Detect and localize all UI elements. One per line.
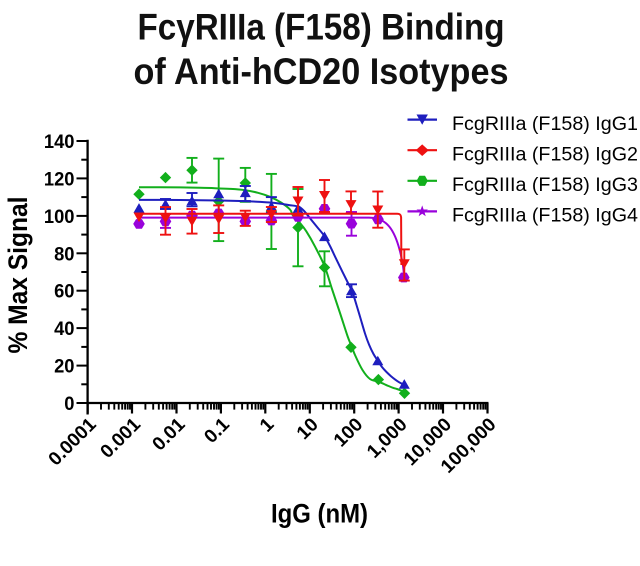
svg-text:0: 0 — [64, 393, 74, 415]
svg-text:20: 20 — [54, 356, 75, 378]
svg-text:FcgRIIIa (F158) IgG4: FcgRIIIa (F158) IgG4 — [452, 206, 638, 227]
svg-text:FcγRIIIa (F158) Binding: FcγRIIIa (F158) Binding — [138, 7, 505, 48]
svg-text:40: 40 — [54, 318, 75, 340]
svg-text:80: 80 — [54, 243, 75, 265]
svg-text:140: 140 — [44, 131, 75, 153]
svg-text:% Max Signal: % Max Signal — [3, 197, 33, 354]
svg-text:FcgRIIIa (F158) IgG1: FcgRIIIa (F158) IgG1 — [452, 114, 638, 135]
svg-text:FcgRIIIa (F158) IgG3: FcgRIIIa (F158) IgG3 — [452, 175, 638, 196]
svg-text:of Anti-hCD20 Isotypes: of Anti-hCD20 Isotypes — [134, 51, 509, 92]
svg-text:60: 60 — [54, 281, 75, 303]
svg-text:120: 120 — [44, 168, 75, 190]
svg-text:100: 100 — [44, 206, 75, 228]
svg-text:FcgRIIIa (F158) IgG2: FcgRIIIa (F158) IgG2 — [452, 144, 638, 165]
svg-text:IgG (nM): IgG (nM) — [271, 499, 368, 529]
